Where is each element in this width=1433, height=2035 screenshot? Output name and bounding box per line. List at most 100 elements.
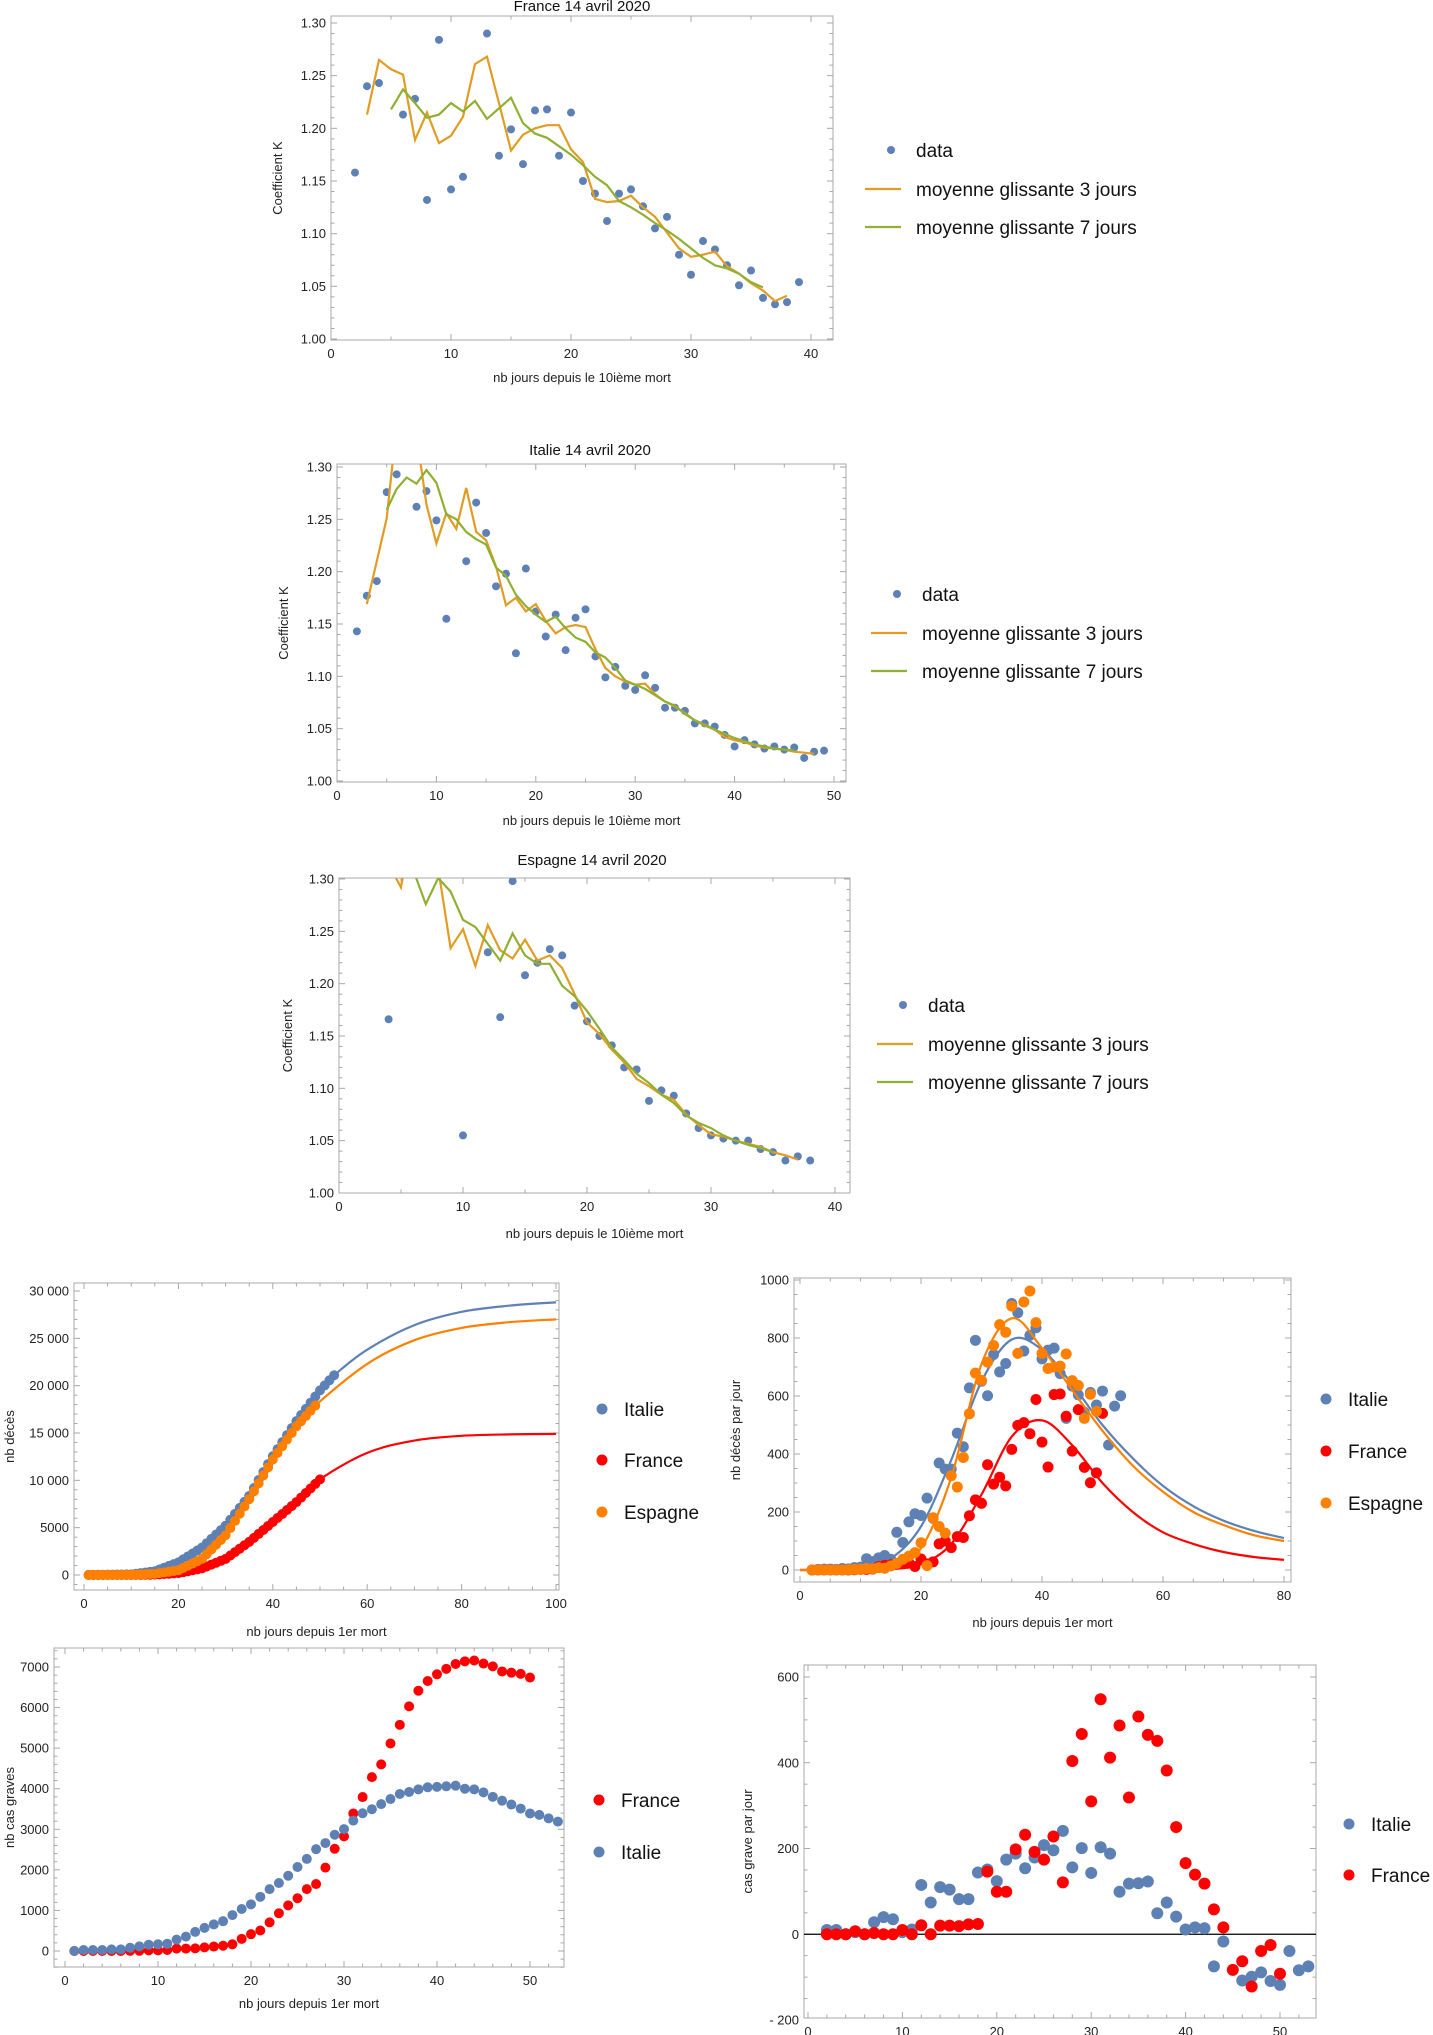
data-point: [348, 1815, 359, 1826]
plot-frame: [338, 877, 851, 1194]
data-point: [171, 1934, 182, 1945]
data-point: [1047, 1830, 1060, 1843]
legend: Italie France Espagne: [1320, 1390, 1423, 1515]
legend-marker-icon: [1343, 1869, 1355, 1881]
data-point: [351, 168, 359, 177]
data-point: [1060, 1348, 1072, 1360]
data-point: [1236, 1955, 1249, 1968]
data-point: [868, 1926, 881, 1939]
data-point: [971, 1866, 984, 1879]
x-tick-label: 30: [628, 788, 642, 803]
data-point: [891, 1526, 903, 1538]
data-point: [1226, 1963, 1239, 1976]
data-point: [1264, 1974, 1277, 1987]
y-tick-label: 1.20: [309, 976, 334, 991]
data-point: [981, 1865, 994, 1878]
data-point: [320, 1838, 331, 1849]
data-point: [239, 1501, 250, 1512]
data-point: [442, 614, 451, 623]
data-point: [1170, 1910, 1183, 1923]
data-point: [392, 470, 401, 479]
data-point: [982, 1459, 994, 1471]
data-point: [385, 1738, 396, 1749]
data-point: [1217, 1921, 1230, 1934]
data-point: [1066, 1755, 1079, 1768]
data-point: [806, 1156, 815, 1165]
legend-label: France: [621, 1791, 680, 1812]
data-point: [352, 627, 361, 636]
data-point: [255, 1925, 266, 1936]
data-point: [1122, 1791, 1135, 1804]
data-point: [687, 270, 695, 279]
x-tick-label: 10: [895, 2024, 909, 2035]
y-tick-label: 600: [767, 1389, 789, 1404]
data-point: [199, 1942, 210, 1953]
legend-item: moyenne glissante 3 jours: [877, 1035, 1149, 1056]
data-point: [1000, 1480, 1012, 1492]
data-point: [511, 649, 520, 658]
y-axis-label: Coefficient K: [280, 998, 295, 1072]
data-point: [982, 1356, 994, 1368]
data-point: [1056, 1876, 1069, 1889]
y-tick-label: 1.25: [301, 68, 326, 83]
data-point: [839, 1928, 852, 1941]
y-axis-label: Coefficient K: [276, 586, 291, 660]
data-point: [422, 1675, 433, 1686]
data-point: [982, 1390, 994, 1402]
plot-frame: [336, 463, 847, 783]
data-point: [1207, 1903, 1220, 1916]
data-point: [153, 1939, 163, 1950]
x-axis-label: nb jours depuis 1er mort: [990, 2033, 1131, 2035]
data-point: [190, 1943, 201, 1954]
legend-label: France: [1371, 1866, 1430, 1887]
data-point: [957, 1451, 969, 1463]
data-point: [1009, 1843, 1022, 1856]
data-point: [1078, 1461, 1090, 1473]
data-point: [1160, 1896, 1173, 1909]
data-point: [1024, 1428, 1036, 1440]
data-point: [1085, 1795, 1098, 1808]
series-france: [820, 1693, 1286, 1993]
data-point: [255, 1891, 266, 1902]
legend-item: France: [1320, 1442, 1407, 1463]
data-point: [413, 1685, 424, 1696]
data-point: [1097, 1385, 1108, 1397]
data-point: [988, 1340, 1000, 1352]
data-point: [404, 1786, 415, 1797]
data-point: [1245, 1980, 1258, 1993]
data-point: [1104, 1847, 1117, 1860]
x-tick-label: 50: [1273, 2024, 1287, 2035]
x-axis-label: nb jours depuis le 10ième mort: [503, 813, 681, 828]
legend-item: data: [899, 996, 965, 1017]
data-point: [945, 1542, 957, 1554]
legend-label: data: [922, 585, 959, 606]
data-point: [78, 1944, 89, 1955]
data-point: [1006, 1443, 1018, 1455]
x-tick-label: 30: [337, 1973, 351, 1988]
data-point: [781, 1156, 790, 1165]
data-point: [134, 1941, 145, 1952]
legend-label: moyenne glissante 3 jours: [922, 624, 1143, 645]
data-point: [375, 79, 383, 88]
data-point: [459, 1783, 470, 1794]
data-point: [180, 1943, 191, 1954]
data-point: [1151, 1734, 1164, 1747]
data-point: [1255, 1966, 1268, 1979]
data-point: [951, 1427, 963, 1439]
data-point: [1038, 1839, 1050, 1852]
legend-item: France: [1343, 1866, 1430, 1887]
data-point: [567, 108, 575, 117]
chart-title: Italie 14 avril 2020: [529, 442, 651, 459]
y-tick-label: 1.30: [307, 460, 332, 475]
y-tick-label: 15 000: [29, 1426, 69, 1441]
data-point: [541, 632, 550, 641]
data-point: [1141, 1875, 1154, 1888]
x-tick-label: 0: [327, 346, 334, 361]
legend-label: data: [928, 996, 965, 1017]
y-tick-label: 200: [777, 1841, 799, 1856]
data-point: [877, 1928, 890, 1941]
plot-frame: [73, 1282, 560, 1591]
data-point: [521, 971, 529, 980]
data-point: [220, 1530, 231, 1541]
data-point: [1024, 1329, 1036, 1341]
